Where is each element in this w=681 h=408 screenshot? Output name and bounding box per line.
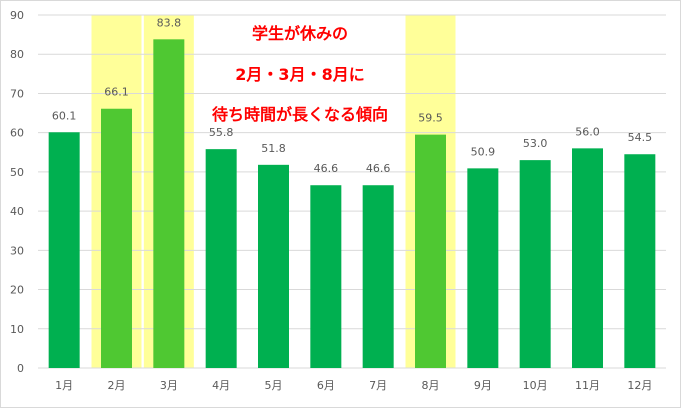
- data-label: 50.9: [471, 145, 496, 158]
- data-label: 60.1: [52, 109, 77, 122]
- x-tick-label: 7月: [369, 379, 387, 392]
- x-tick-label: 10月: [523, 379, 548, 392]
- x-tick-label: 4月: [212, 379, 230, 392]
- x-tick-label: 6月: [317, 379, 335, 392]
- bar: [362, 185, 394, 368]
- y-tick-label: 0: [17, 362, 24, 375]
- bar: [258, 164, 289, 368]
- y-tick-label: 50: [10, 166, 24, 179]
- bar: [415, 134, 446, 368]
- data-label: 46.6: [366, 162, 391, 175]
- annotation-line-1: 学生が休みの: [252, 24, 348, 43]
- x-tick-label: 1月: [55, 379, 73, 392]
- x-axis: 1月 2月 3月 4月 5月 6月 7月 8月 9月 10月 11月 12月: [55, 379, 652, 392]
- y-axis: 0 10 20 30 40 50 60 70 80 90: [10, 9, 24, 375]
- x-tick-label: 12月: [627, 379, 652, 392]
- y-tick-label: 30: [10, 244, 24, 257]
- bar: [519, 160, 551, 368]
- y-tick-label: 20: [10, 284, 24, 297]
- x-tick-label: 11月: [575, 379, 600, 392]
- bars: [48, 39, 656, 368]
- bar: [101, 108, 132, 368]
- bar: [572, 148, 603, 368]
- x-tick-label: 9月: [474, 379, 492, 392]
- y-tick-label: 80: [10, 48, 24, 61]
- data-label: 46.6: [314, 162, 339, 175]
- y-tick-label: 10: [10, 323, 24, 336]
- x-tick-label: 3月: [160, 379, 178, 392]
- x-tick-label: 8月: [422, 379, 440, 392]
- data-label: 66.1: [104, 86, 129, 99]
- bar: [48, 132, 80, 368]
- y-tick-label: 90: [10, 9, 24, 22]
- annotation-line-3: 待ち時間が長くなる傾向: [212, 105, 388, 124]
- bar: [467, 168, 499, 368]
- data-label: 51.8: [261, 142, 286, 155]
- y-tick-label: 70: [10, 87, 24, 100]
- bar: [624, 154, 656, 368]
- data-label: 54.5: [628, 131, 653, 144]
- highlight-bands: [91, 15, 456, 368]
- data-label: 59.5: [418, 112, 443, 125]
- annotation-line-2: 2月・3月・8月に: [235, 65, 364, 84]
- data-label: 83.8: [157, 16, 182, 29]
- y-tick-label: 60: [10, 127, 24, 140]
- data-label: 55.8: [209, 126, 234, 139]
- bar: [310, 185, 342, 368]
- data-labels: 60.1 66.1 83.8 55.8 51.8 46.6 46.6 59.5 50.9 53.0…: [52, 16, 652, 175]
- y-tick-label: 40: [10, 205, 24, 218]
- data-label: 53.0: [523, 137, 548, 150]
- bar: [205, 149, 237, 368]
- x-tick-label: 2月: [108, 379, 126, 392]
- data-label: 56.0: [575, 125, 600, 138]
- gridlines: [38, 14, 666, 369]
- x-tick-label: 5月: [265, 379, 283, 392]
- bar: [153, 39, 185, 368]
